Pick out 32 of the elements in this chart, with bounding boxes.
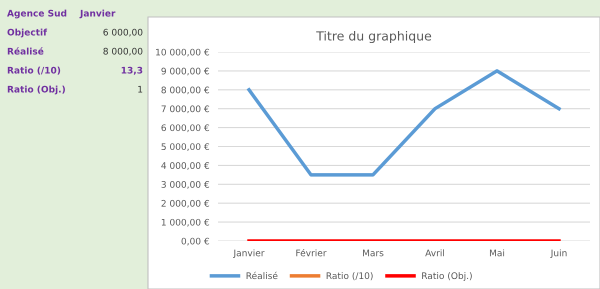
legend-label: Ratio (Obj.)	[422, 272, 472, 281]
y-tick-label: 2 000,00 €	[162, 200, 210, 208]
x-tick-label: Mars	[363, 250, 384, 256]
y-tick-label: 0,00 €	[182, 238, 210, 246]
x-tick-label: Février	[296, 248, 327, 256]
y-tick-label: 7 000,00 €	[162, 105, 210, 114]
text: 13,3	[122, 66, 142, 75]
x-tick-label: Mai	[490, 249, 504, 256]
x-tick-label: Janvier	[233, 249, 265, 258]
text: Agence Sud	[7, 10, 66, 18]
text: 1	[138, 86, 142, 92]
y-tick-label: 3 000,00 €	[162, 181, 210, 189]
y-tick-label: 9 000,00 €	[161, 68, 210, 76]
text: Réalisé	[8, 47, 44, 55]
text: Objectif	[7, 28, 48, 38]
y-tick-label: 4 000,00 €	[161, 162, 210, 170]
text: Ratio (/10)	[8, 66, 60, 75]
y-tick-label: 1 000,00 €	[162, 218, 210, 227]
text: Janvier	[79, 10, 116, 18]
text: Ratio (Obj.)	[8, 86, 65, 94]
y-tick-label: 8 000,00 €	[161, 86, 210, 94]
y-tick-label: 6 000,00 €	[161, 124, 210, 132]
legend-label: Ratio (/10)	[326, 272, 373, 280]
text: 8 000,00	[103, 48, 142, 56]
x-tick-label: Juin	[550, 249, 567, 258]
legend-label: Réalisé	[246, 272, 278, 280]
chart-title: Titre du graphique	[316, 30, 432, 44]
line-series	[247, 69, 561, 177]
y-tick-label: 5 000,00 €	[162, 143, 210, 151]
y-tick-label: 10 000,00 €	[156, 48, 210, 56]
x-tick-label: Avril	[425, 249, 444, 256]
text: 6 000,00	[103, 28, 142, 37]
